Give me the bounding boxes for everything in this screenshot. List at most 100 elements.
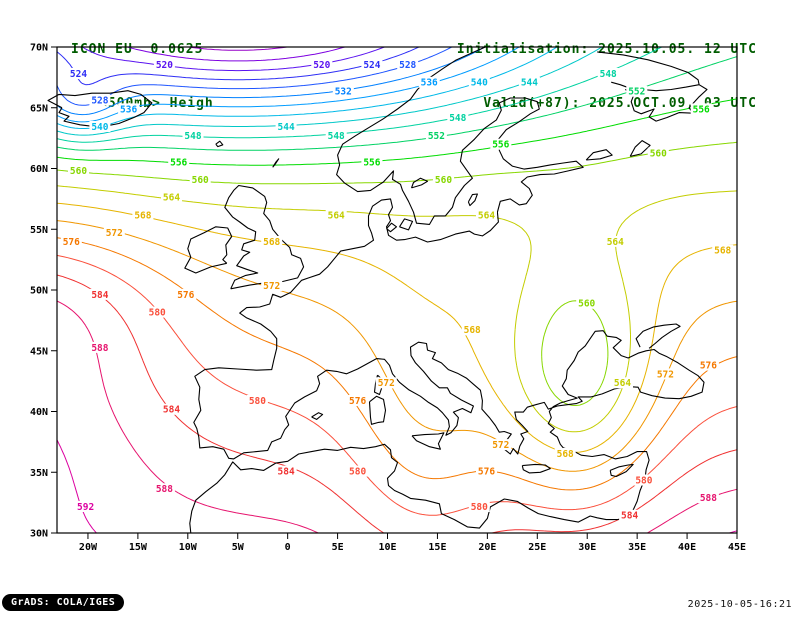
contour-label-bg [60,235,82,247]
contour-label: 560 [435,175,452,186]
contour-label-bg [311,59,333,71]
lat-axis-label: 35N [30,468,48,479]
contour-label: 560 [578,299,595,310]
contour-label: 536 [421,78,438,89]
contour-label-bg [168,156,190,168]
contour-label-bg [468,76,490,88]
contour-label: 580 [471,502,488,513]
contour-label: 568 [263,237,280,248]
contour-line-540 [56,46,558,129]
contour-line-552 [56,56,738,151]
contour-label-bg [246,395,268,406]
contour-label-bg [347,395,369,406]
coastline [467,193,478,207]
contour-label-bg [397,59,419,71]
grads-stamp: GrADS: COLA/IGES [2,594,125,611]
contour-label: 556 [693,104,710,115]
coastline [47,90,153,128]
contour-label-bg [189,174,211,185]
lat-axis-label: 55N [30,225,48,236]
contour-label: 524 [363,60,380,71]
contour-label: 548 [184,131,201,142]
contour-label-bg [275,465,297,477]
contour-label: 572 [106,228,123,239]
coastline [609,463,634,478]
coastline [629,140,651,157]
lon-axis-label: 40E [678,542,696,553]
contour-label-bg [89,121,111,132]
contour-label: 520 [313,60,330,71]
lon-axis-label: 35E [628,542,646,553]
contour-label: 588 [156,484,173,495]
contour-label: 556 [170,157,187,168]
contour-label: 588 [91,343,108,354]
coastline [635,323,681,349]
lon-axis-label: 20W [79,542,98,553]
lon-axis-label: 5W [232,542,245,553]
lat-axis-label: 70N [30,43,48,54]
contour-label: 544 [278,122,295,133]
contour-label-bg [89,94,111,106]
contour-label-bg [153,483,175,495]
contour-label: 548 [449,113,466,124]
lat-axis-label: 60N [30,164,48,175]
contour-label-bg [518,76,540,88]
lon-axis-label: 20E [478,542,496,553]
coastline [215,140,224,148]
contour-line-588 [56,300,738,534]
contour-label-bg [626,85,648,97]
contour-label: 548 [600,69,617,80]
contour-label-bg [161,403,182,415]
contour-label: 576 [177,290,194,301]
contour-label: 584 [278,467,295,478]
contour-label-bg [425,129,447,141]
contour-label: 540 [471,78,488,89]
lon-axis-label: 10W [179,542,198,553]
contour-label-bg [161,191,182,203]
contour-label: 564 [478,210,495,221]
coastline [184,226,233,274]
coastline [624,84,708,122]
contour-label-bg [153,59,175,71]
contour-label: 540 [91,122,108,133]
contour-label-bg [490,138,512,150]
contour-label: 548 [328,131,345,142]
init-time-label: Initialisation: 2025.10.05. 12 UTC [456,42,757,57]
lon-axis-label: 45E [728,542,746,553]
coastline [311,412,324,420]
contour-label: 564 [163,193,180,204]
coastline [399,218,414,231]
contour-label-bg [554,448,576,459]
contour-label: 572 [657,369,674,380]
contour-label-bg [325,129,347,141]
lat-axis-label: 45N [30,346,48,357]
contour-label: 580 [349,467,366,478]
contour-label: 556 [363,157,380,168]
contour-line-544 [56,46,603,136]
contour-label-bg [418,76,440,88]
coastline [410,177,429,189]
contour-label-bg [332,85,354,97]
contour-label: 572 [492,440,509,451]
contour-label: 528 [91,95,108,106]
contour-label-bg [75,501,97,512]
contour-line-516 [127,46,346,62]
contour-label: 568 [557,449,574,460]
lon-axis-label: 15E [428,542,446,553]
contour-label: 560 [192,175,209,186]
contour-label: 576 [700,361,717,372]
contour-label-bg [697,492,719,504]
lat-axis-label: 50N [30,286,48,297]
contour-label: 560 [650,148,667,159]
contour-label-bg [597,68,619,79]
coastline [272,158,280,168]
contour-label-bg [118,103,140,115]
coastline [189,46,705,534]
coastline [386,222,398,233]
contour-label: 564 [328,210,345,221]
contour-label-bg [654,368,676,380]
contour-label-bg [175,288,197,300]
contour-label-bg [461,324,483,336]
lon-axis-label: 0 [285,542,291,553]
creation-timestamp: 2025-10-05-16:21 [687,599,792,610]
